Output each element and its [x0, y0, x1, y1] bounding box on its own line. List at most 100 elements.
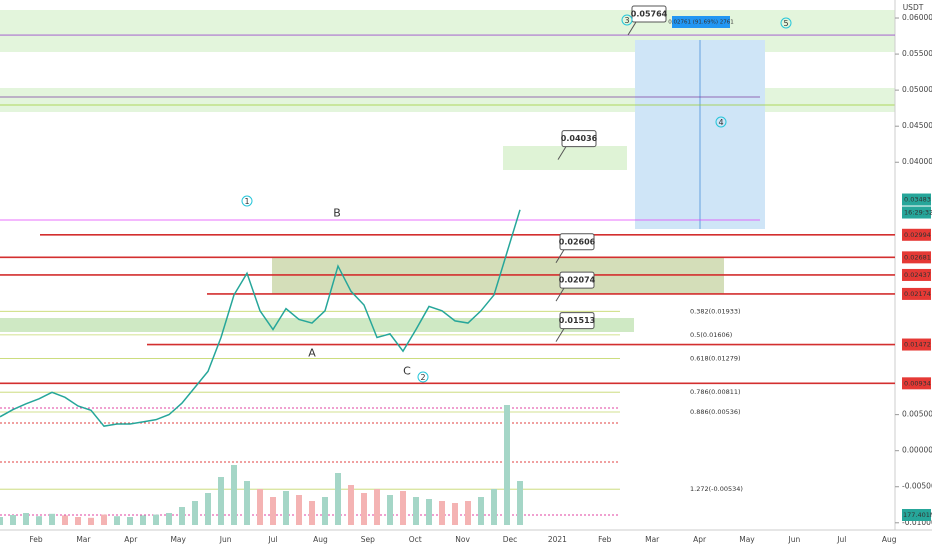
- x-tick-label: Feb: [29, 535, 43, 544]
- fib-label: 0.886(0.00536): [690, 408, 741, 416]
- price-line: [0, 209, 521, 427]
- price-tag: [902, 228, 931, 241]
- x-tick-label: Apr: [693, 535, 707, 544]
- wave-label: 1: [244, 197, 249, 206]
- x-tick-label: Mar: [76, 535, 91, 544]
- callout-box: [631, 5, 667, 23]
- volume-bar: [114, 516, 120, 525]
- volume-bar: [218, 477, 224, 525]
- volume-bar: [491, 489, 497, 525]
- callout-box: [559, 233, 595, 251]
- price-tag-label: 0.01472: [904, 341, 931, 349]
- volume-bar: [517, 481, 523, 525]
- volume-bar: [400, 491, 406, 525]
- measure-tag: [672, 16, 730, 28]
- y-tick-label: 0.00500: [902, 410, 932, 419]
- zone: [0, 318, 634, 332]
- x-tick-label: 2021: [548, 535, 567, 544]
- zone: [272, 258, 724, 294]
- price-tag: [902, 193, 931, 206]
- x-tick-label: Apr: [124, 535, 138, 544]
- fib-label: 1.272(-0.00534): [690, 485, 743, 493]
- volume-bar: [36, 516, 42, 525]
- wave-circle: [621, 14, 633, 26]
- x-tick-label: Jul: [267, 535, 277, 544]
- currency: USDT: [903, 3, 924, 12]
- volume-bar: [465, 501, 471, 525]
- volume-bar: [0, 517, 3, 525]
- volume-bar: [205, 493, 211, 525]
- volume-bar: [335, 473, 341, 525]
- x-tick-label: May: [739, 535, 755, 544]
- y-tick-label: 0.05000: [902, 85, 932, 94]
- volume-bar: [101, 514, 107, 525]
- y-tick-label: 0.04000: [902, 157, 932, 166]
- wave-label: A: [308, 347, 316, 360]
- volume-bar: [62, 515, 68, 525]
- volume-bar: [257, 489, 263, 525]
- callout-pointer: [555, 328, 565, 342]
- x-tick-label: Aug: [313, 535, 328, 544]
- volume-bar: [322, 497, 328, 525]
- price-tag-label: 0.02437: [904, 271, 931, 279]
- volume-bar: [270, 497, 276, 525]
- wave-circle: [417, 371, 429, 383]
- volume-bar: [348, 485, 354, 525]
- volume-bar: [413, 497, 419, 525]
- volume-bar: [504, 405, 510, 525]
- price-tag-label: 0.02994: [904, 231, 931, 239]
- wave-circle: [715, 116, 727, 128]
- volume-bar: [75, 517, 81, 525]
- wave-label: C: [403, 365, 411, 378]
- y-tick-label: -0.00500: [902, 482, 932, 491]
- volume-bar: [231, 465, 237, 525]
- price-tag: [902, 251, 931, 264]
- volume-bar: [439, 501, 445, 525]
- fib-label: 0.618(0.01279): [690, 354, 741, 362]
- volume-bar: [179, 507, 185, 525]
- x-tick-label: Oct: [409, 535, 422, 544]
- callout-text: 0.05764: [631, 10, 668, 19]
- y-tick-label: 0.04500: [902, 121, 932, 130]
- volume-bar: [309, 501, 315, 525]
- zone: [503, 146, 627, 170]
- x-tick-label: Jun: [219, 535, 232, 544]
- wave-circle: [241, 195, 253, 207]
- callout-pointer: [555, 249, 565, 264]
- fib-label: 0.382(0.01933): [690, 307, 741, 315]
- volume-bar: [166, 513, 172, 525]
- callout-box: [559, 271, 595, 289]
- y-tick-label: 0.05500: [902, 49, 932, 58]
- wave-label: 5: [783, 19, 788, 28]
- countdown-tag: [902, 206, 931, 219]
- price-axis: [895, 0, 932, 530]
- fib-label: 0.5(0.01606): [690, 331, 732, 339]
- volume-bar: [127, 517, 133, 525]
- callout-pointer: [627, 21, 637, 36]
- volume-bar: [88, 517, 94, 525]
- price-tag-label: 0.00934: [904, 379, 931, 387]
- y-tick-label: 0.00000: [902, 446, 932, 455]
- volume-bar: [452, 503, 458, 525]
- volume-bar: [361, 493, 367, 525]
- callout-pointer: [555, 287, 565, 302]
- x-tick-label: Sep: [361, 535, 375, 544]
- volume-bar: [426, 499, 432, 525]
- callout-text: 0.02606: [559, 237, 596, 246]
- callout-text: 0.02074: [559, 276, 596, 285]
- volume-label: 177.401M: [903, 511, 932, 519]
- price-tag-label: 0.03483: [904, 196, 931, 204]
- volume-bar: [23, 513, 29, 525]
- callout-pointer: [557, 146, 567, 160]
- volume-bar: [192, 501, 198, 525]
- x-tick-label: Feb: [598, 535, 612, 544]
- measure-label: 0.02761 (91.69%) 2761: [668, 20, 734, 26]
- volume-bar: [478, 497, 484, 525]
- countdown: 16:29:32: [904, 209, 932, 217]
- volume-bar: [49, 513, 55, 525]
- volume-bar: [283, 491, 289, 525]
- wave-label: 4: [718, 118, 723, 127]
- volume-bar: [10, 515, 16, 525]
- callout-box: [559, 312, 595, 330]
- callout-text: 0.01513: [559, 316, 595, 325]
